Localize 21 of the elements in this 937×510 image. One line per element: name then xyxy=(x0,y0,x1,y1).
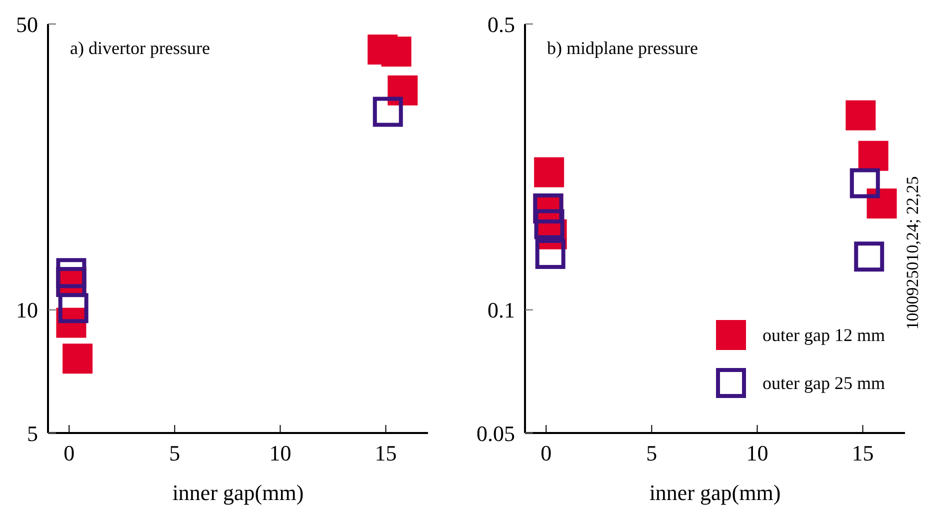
y-tick-label: 0.5 xyxy=(488,12,515,37)
text: b) midplane pressure xyxy=(547,38,698,59)
x-tick-label: 5 xyxy=(646,440,658,466)
x-tick-label: 0 xyxy=(540,440,552,466)
legend-label: outer gap 12 mm xyxy=(762,324,885,346)
x-tick-label: 5 xyxy=(169,440,180,466)
y-tick-label: 50 xyxy=(16,12,38,37)
text: a) divertor pressure xyxy=(70,38,210,59)
annotation: 1000925010,24; 22,25 xyxy=(903,176,923,330)
legend-label: outer gap 25 mm xyxy=(762,372,885,394)
x-tick-label: 15 xyxy=(374,440,397,466)
y-tick-label: 10 xyxy=(16,298,38,323)
x-tick-label: 10 xyxy=(746,440,768,466)
x-tick-label: 15 xyxy=(852,440,874,466)
y-tick-label: 0.05 xyxy=(476,420,515,446)
y-tick-label: 0.1 xyxy=(488,298,515,323)
y-tick-label: 5 xyxy=(27,420,38,446)
x-tick-label: 10 xyxy=(269,440,292,466)
x-tick-label: 0 xyxy=(64,440,75,466)
x-axis-title: inner gap(mm) xyxy=(172,480,304,505)
x-axis-title: inner gap(mm) xyxy=(649,480,781,505)
